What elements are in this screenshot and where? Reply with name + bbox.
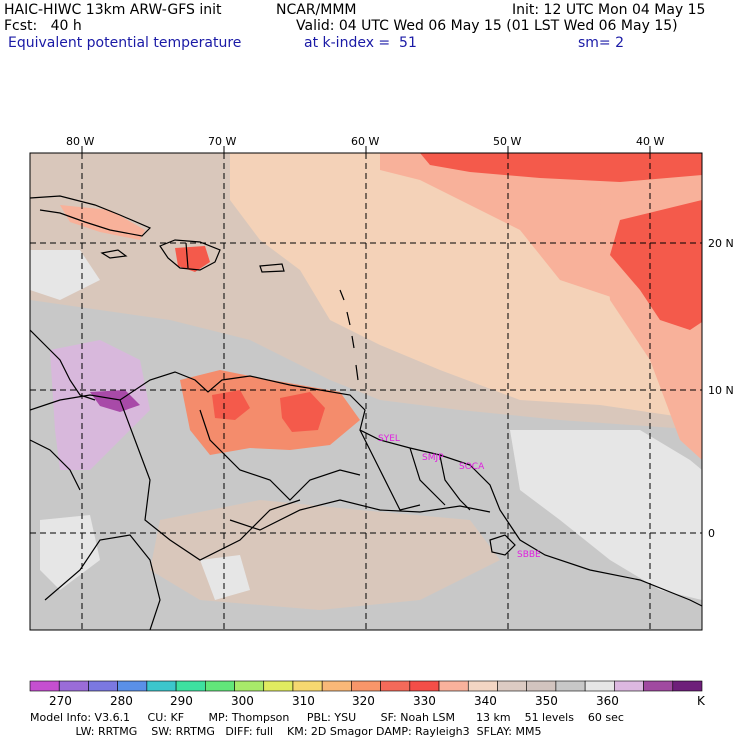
station-syel: SYEL [378,434,400,444]
colorbar-label-330: 330 [413,694,436,708]
colorbar-swatch [58,680,89,692]
map-fill [30,153,702,630]
colorbar-swatch [146,680,177,692]
colorbar-swatch [117,680,148,692]
colorbar-swatch [321,680,352,692]
hispaniola-coast [159,239,221,271]
haiti-border [185,242,189,269]
colorbar-swatch [438,680,469,692]
colorbar-swatch [643,680,674,692]
lon-label-50w: 50 W [493,135,521,148]
colorbar-label-350: 350 [535,694,558,708]
field-orange-venezuela [180,370,360,455]
colorbar-swatch [292,680,323,692]
colorbar-label-360: 360 [596,694,619,708]
peru-border [44,534,161,630]
init-time: Init: 12 UTC Mon 04 May 15 [512,2,706,18]
colorbar-label-300: 300 [231,694,254,708]
station-smjp: SMJP [422,453,444,463]
lat-label-10n: 10 N [708,384,734,397]
field-red-north [420,153,702,182]
lat-lon-grid [30,153,702,630]
field-peach-cuba [60,205,145,240]
colorbar-swatch [526,680,557,692]
guyana-border [359,429,421,511]
south-america-coast [30,371,702,607]
valid-time: Valid: 04 UTC Wed 06 May 15 (01 LST Wed … [296,18,678,34]
cuba-coast [30,195,152,237]
colorbar [29,680,703,692]
puerto-rico-coast [259,263,285,273]
colorbar-swatch [614,680,644,692]
field-red-hispaniola [175,246,210,272]
amazon-delta [489,534,516,556]
colorbar-swatch [29,680,60,692]
colorbar-swatch [263,680,294,692]
field-light-pacific [40,515,100,590]
lat-label-0: 0 [708,527,715,540]
forecast-hour: Fcst: 40 h [4,18,82,34]
org-label: NCAR/MMM [276,2,357,18]
colorbar-swatch [234,680,265,692]
lat-label-20n: 20 N [708,237,734,250]
lon-label-60w: 60 W [351,135,379,148]
colorbar-swatch [380,680,411,692]
field-light-east [510,430,702,600]
lon-label-40w: 40 W [636,135,664,148]
venezuela-border [199,409,361,501]
smoothing-label: sm= 2 [578,35,625,51]
level-label: at k-index = 51 [304,35,417,51]
colorbar-label-290: 290 [170,694,193,708]
colorbar-swatch [205,680,235,692]
lon-label-80w: 80 W [66,135,94,148]
suriname-border [409,447,446,506]
model-title: HAIC-HIWC 13km ARW-GFS init [4,2,222,18]
brazil-north [229,499,491,531]
field-red-venezuela-2 [212,390,250,420]
colorbar-label-280: 280 [110,694,133,708]
colorbar-swatch [88,680,118,692]
field-red-east [610,200,702,330]
lon-label-70w: 70 W [208,135,236,148]
colorbar-swatch [672,680,703,692]
field-name: Equivalent potential temperature [8,35,242,51]
colorbar-swatch [409,680,440,692]
colorbar-label-340: 340 [474,694,497,708]
lesser-antilles [339,289,359,381]
colombia-border [119,399,301,561]
colorbar-swatch [584,680,615,692]
model-info-line-2: LW: RRTMG SW: RRTMG DIFF: full KM: 2D Sm… [30,725,542,738]
field-red-venezuela-1 [280,392,325,432]
colorbar-label-k: K [697,694,705,708]
station-soca: SOCA [459,462,485,472]
jamaica-coast [100,249,128,259]
coastlines [30,195,702,630]
field-light-amazon [200,555,250,600]
model-info-line-1: Model Info: V3.6.1 CU: KF MP: Thompson P… [30,711,624,724]
colorbar-swatch [351,680,381,692]
station-sbbe: SBBE [517,550,541,560]
colorbar-label-320: 320 [352,694,375,708]
colorbar-label-270: 270 [49,694,72,708]
colorbar-swatch [467,680,498,692]
colorbar-label-310: 310 [292,694,315,708]
colorbar-swatch [175,680,206,692]
french-guiana-border [439,455,471,511]
tick-marks [81,146,651,153]
colorbar-swatch [555,680,586,692]
colorbar-swatch [497,680,527,692]
